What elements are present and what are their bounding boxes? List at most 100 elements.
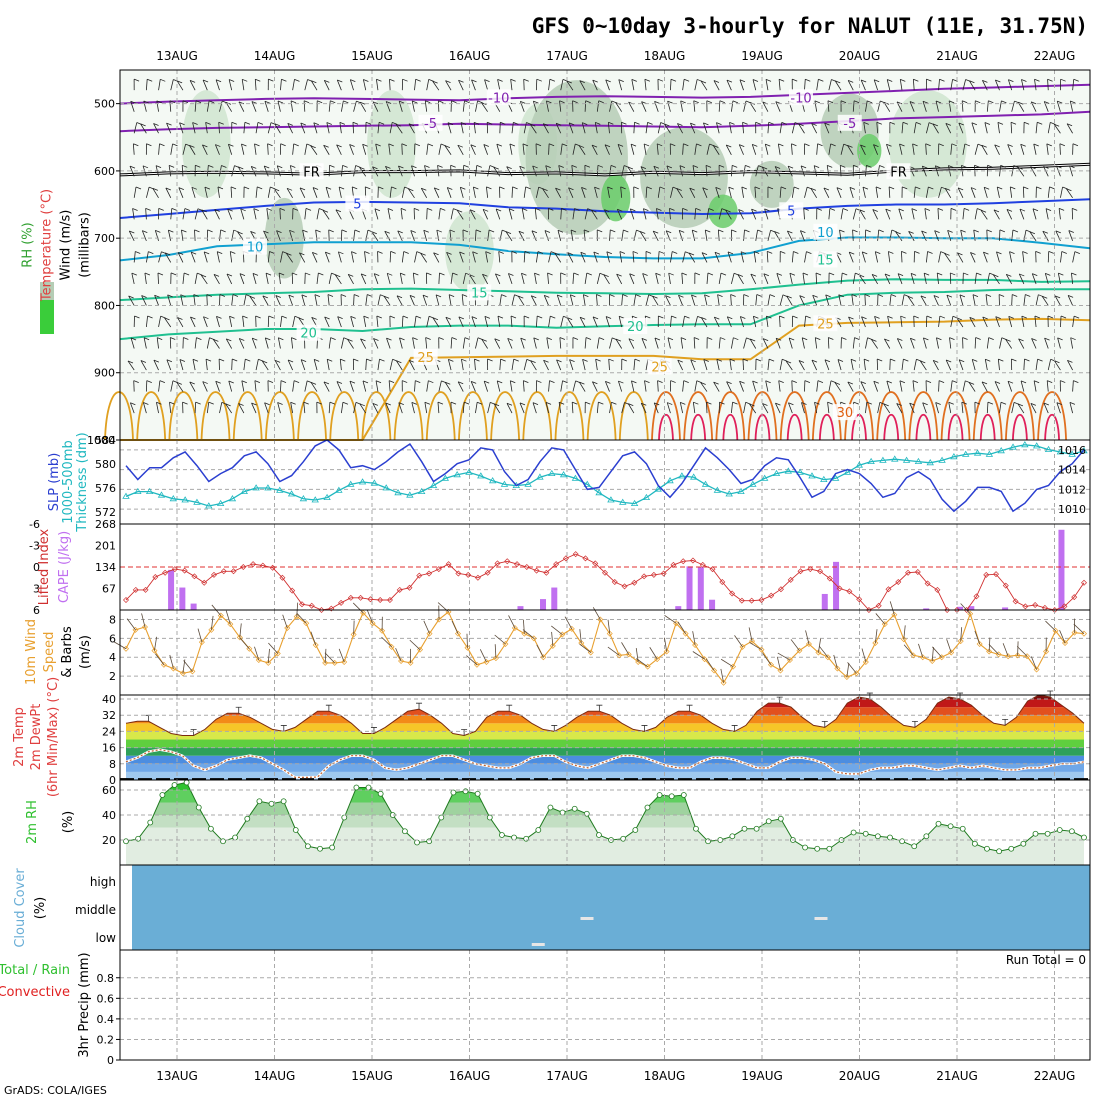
wind-barb <box>373 338 379 349</box>
wind-barb <box>776 656 781 671</box>
wind-barb <box>385 402 391 414</box>
wind-barb-flag <box>705 229 711 233</box>
wind-barb-flag <box>176 80 183 84</box>
wind-barb <box>193 294 196 306</box>
wind-barb <box>265 273 269 285</box>
wind-barb <box>200 274 208 285</box>
wind-barb <box>946 295 952 306</box>
wind-barb-flag <box>847 381 853 385</box>
wind-barb-flag <box>182 164 188 168</box>
wind-barb-flag <box>582 122 588 125</box>
wind-speed-point <box>388 643 395 650</box>
wind-barb-flag <box>694 272 701 276</box>
wind-barb <box>936 272 939 284</box>
wind-barb <box>948 402 952 414</box>
wind-barb-flag <box>524 251 531 254</box>
wind-barb <box>381 636 392 648</box>
wind-speed-point <box>711 667 718 674</box>
wind-barb-flag <box>157 337 163 340</box>
wind-barb <box>933 295 939 306</box>
thickness-point <box>347 480 355 487</box>
wind-barb-flag <box>225 403 231 407</box>
wind-speed-point <box>445 608 452 615</box>
isotherm-label: 5 <box>787 204 795 219</box>
wind-barb <box>617 144 623 155</box>
wind-barb <box>365 359 367 371</box>
wind-barb <box>362 380 367 392</box>
isotherm-label: 10 <box>817 226 834 241</box>
wind-barb <box>862 187 866 198</box>
wind-barb <box>734 635 743 648</box>
wind-barb <box>340 402 344 414</box>
wind-barb <box>787 230 793 242</box>
wind-barb <box>1047 359 1052 371</box>
wind-barb-flag <box>610 229 616 233</box>
wind-barb-flag <box>769 294 776 297</box>
wind-barb <box>433 252 440 263</box>
wind-barb <box>425 337 428 349</box>
wind-barb <box>743 100 747 112</box>
thickness-point <box>1068 450 1076 457</box>
wind-barb <box>692 165 696 177</box>
min-max-marker <box>821 720 828 728</box>
wind-barb-flag <box>326 122 332 125</box>
wind-barb <box>1021 79 1025 91</box>
thickness-point <box>205 502 213 509</box>
wind-barb <box>202 144 208 155</box>
wind-barb-flag <box>952 380 958 384</box>
wind-barb-flag <box>1044 101 1050 104</box>
wind-barb <box>241 79 245 91</box>
wind-barb-flag <box>300 122 306 126</box>
wind-barb-flag <box>294 78 300 82</box>
wind-barb-flag <box>427 143 434 147</box>
wind-barb-flag <box>958 122 964 126</box>
wind-barb-flag <box>701 252 708 255</box>
wind-barb <box>521 208 525 220</box>
wind-barb-flag <box>948 165 954 168</box>
wind-barb <box>640 403 647 414</box>
wind-barb <box>824 122 830 134</box>
wind-barb <box>189 145 196 155</box>
wind-barb <box>654 101 659 112</box>
y-tick-label: 0.6 <box>97 992 115 1005</box>
wind-barb <box>141 230 147 242</box>
rh-point <box>802 844 808 851</box>
wind-barb <box>706 143 710 155</box>
wind-barb <box>888 186 891 198</box>
wind-barb <box>579 643 592 653</box>
wind-barb <box>1041 296 1049 306</box>
wind-barb-flag <box>169 100 176 104</box>
wind-barb <box>596 100 600 112</box>
lifted-index-point <box>709 566 716 573</box>
lifted-index-point <box>318 607 325 613</box>
wind-barb-flag <box>628 338 635 342</box>
wind-barb-flag <box>1057 337 1063 341</box>
wind-barb <box>653 402 659 414</box>
wind-barb <box>630 144 635 155</box>
min-max-marker <box>731 725 738 732</box>
wind-barb <box>372 403 379 414</box>
wind-barb-flag <box>816 207 822 211</box>
wind-barb-flag <box>998 294 1005 297</box>
wind-barb <box>717 229 720 241</box>
wind-barb-flag <box>219 294 226 297</box>
wind-barb-flag <box>1056 402 1063 406</box>
wind-barb-flag <box>190 251 197 255</box>
wind-barb <box>475 402 478 414</box>
wind-barb-flag <box>263 230 269 234</box>
wind-barb-flag <box>670 78 677 82</box>
wind-barb-flag <box>537 315 543 319</box>
min-max-marker <box>370 727 377 734</box>
wind-barb-flag <box>146 143 152 147</box>
wind-barb-flag <box>193 294 199 297</box>
wind-barb-flag <box>328 229 334 233</box>
wind-barb-flag <box>716 358 722 362</box>
wind-barb <box>176 80 184 91</box>
wind-barb-flag <box>267 380 274 383</box>
wind-barb <box>858 274 866 285</box>
wind-barb-flag <box>134 315 140 319</box>
wind-barb <box>558 402 562 414</box>
wind-barb-flag <box>353 358 359 362</box>
wind-speed-point <box>777 667 784 674</box>
